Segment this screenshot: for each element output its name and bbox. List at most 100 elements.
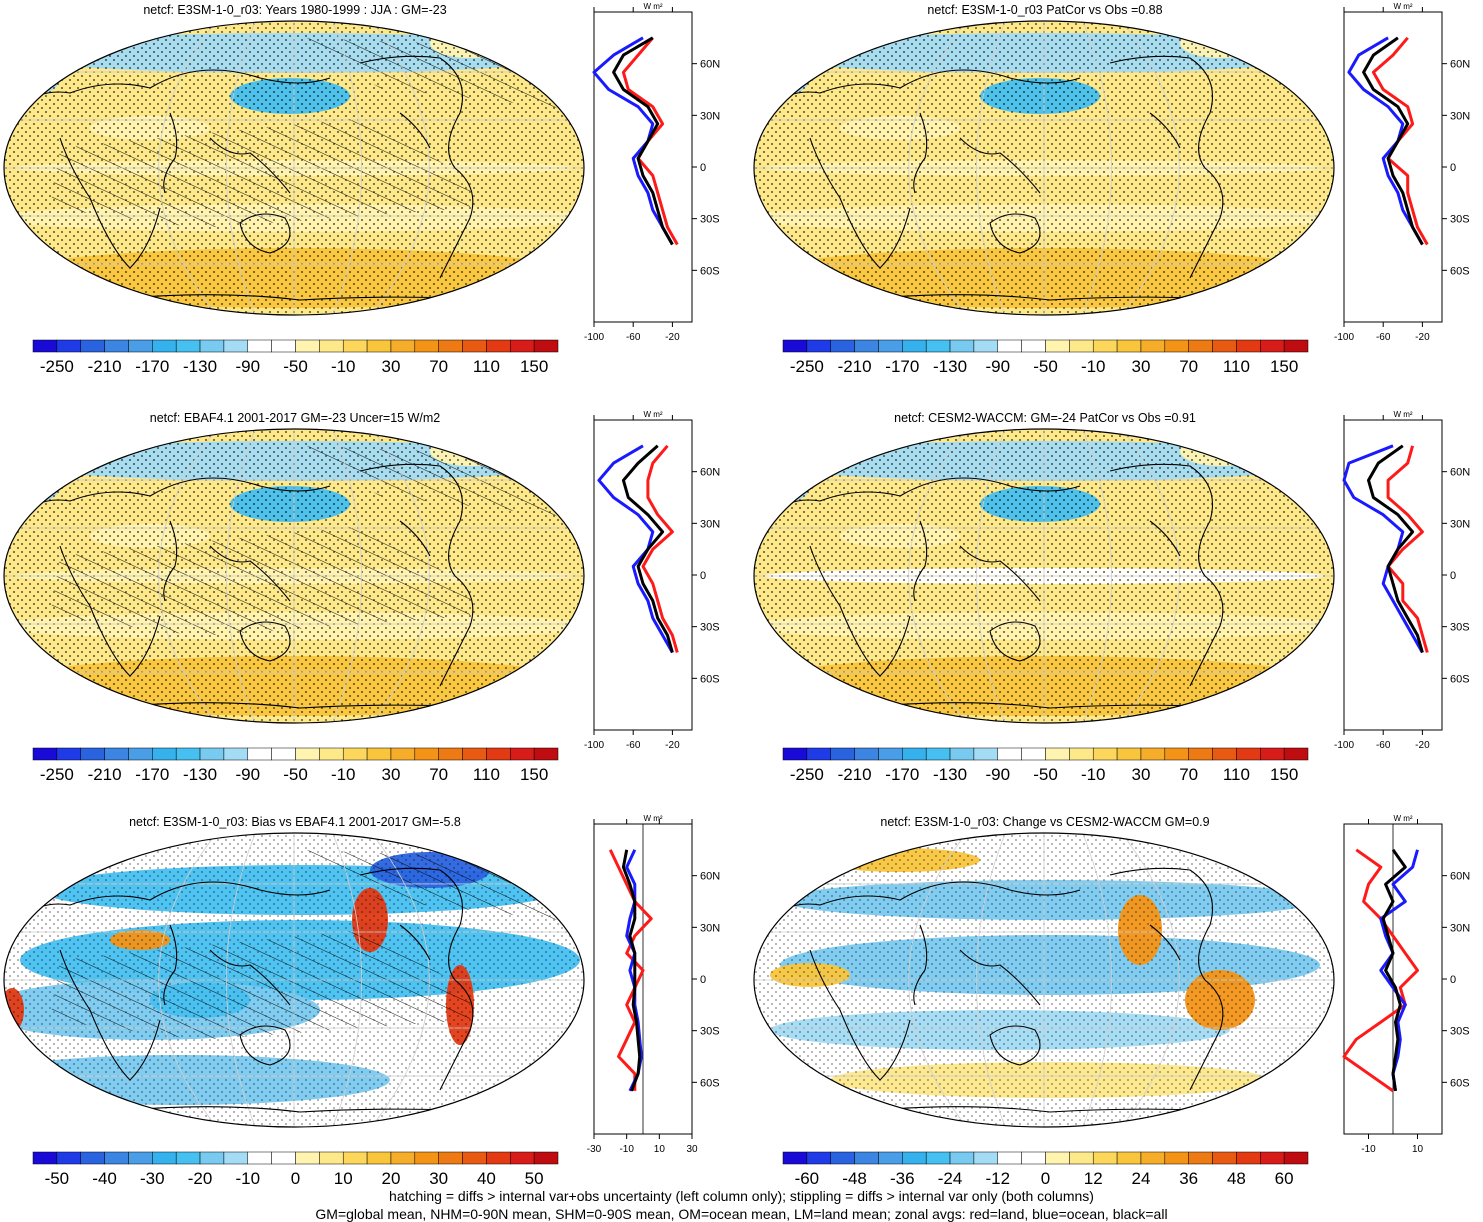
colorbar-tick-label: -60: [795, 1169, 820, 1188]
colorbar-swatch: [414, 339, 439, 353]
colorbar-tick-label: 10: [334, 1169, 353, 1188]
lat-tick-label: 30N: [1450, 922, 1470, 934]
zonal-unit-label: W m²: [643, 410, 662, 419]
panel-p1: netcf: E3SM-1-0_r03: Years 1980-1999 : J…: [0, 0, 740, 405]
colorbar-swatch: [1116, 339, 1142, 353]
coastline: [59, 949, 161, 1081]
zonal-series-ocean: [1347, 36, 1424, 246]
lat-tick-label: 0: [1450, 570, 1456, 582]
colorbar-tick-label: -10: [235, 1169, 260, 1188]
zonal-x-tick-label: -100: [1334, 332, 1354, 343]
zonal-x-tick-label: 30: [686, 1144, 698, 1155]
colorbar-swatch: [56, 1151, 81, 1165]
coastline: [1189, 979, 1224, 1091]
colorbar-tick-label: 150: [1270, 357, 1298, 376]
coastline: [1109, 867, 1214, 981]
colorbar-swatch: [462, 339, 487, 353]
hatching-overlay: [50, 930, 470, 1040]
colorbar-swatch: [104, 747, 129, 761]
colorbar-tick-label: 30: [381, 765, 400, 784]
colorbar-swatch: [1236, 339, 1261, 353]
colorbar-swatch: [997, 339, 1022, 353]
zonal-unit-label: W m²: [1393, 814, 1412, 823]
colorbar-swatch: [949, 1151, 975, 1165]
colorbar-swatch: [414, 747, 439, 761]
colorbar-tick-label: -10: [1081, 357, 1106, 376]
zonal-series-ocean: [592, 36, 674, 246]
colorbar-swatch: [342, 747, 368, 761]
zonal-plot-frame: [1343, 419, 1443, 731]
colorbar-swatch: [1140, 1151, 1166, 1165]
panel-title: netcf: E3SM-1-0_r03: Years 1980-1999 : J…: [143, 3, 447, 17]
coastline: [209, 949, 291, 1006]
colorbar-tick-label: 30: [1131, 765, 1150, 784]
colorbar-tick-label: 60: [1275, 1169, 1294, 1188]
lat-tick-label: 60S: [1450, 265, 1470, 277]
colorbar-swatch: [1260, 339, 1285, 353]
map-plot: [753, 428, 1335, 724]
zonal-x-tick-label: -100: [1334, 740, 1354, 751]
map-plot: [753, 20, 1335, 316]
colorbar-tick-label: 36: [1179, 1169, 1198, 1188]
colorbar-tick-label: -210: [838, 765, 872, 784]
coastline: [1149, 520, 1181, 557]
colorbar-tick-label: -250: [790, 357, 824, 376]
coastline: [809, 545, 911, 677]
colorbar-swatch: [806, 747, 831, 761]
colorbar-swatch: [1092, 747, 1118, 761]
colorbar-tick-label: 48: [1227, 1169, 1246, 1188]
colorbar-swatch: [390, 747, 416, 761]
colorbar-swatch: [510, 747, 535, 761]
colorbar-swatch: [223, 1151, 249, 1165]
zonal-x-tick-label: -20: [665, 740, 680, 751]
colorbar-swatch: [1140, 339, 1166, 353]
colorbar-swatch: [1260, 1151, 1285, 1165]
zonal-x-tick-label: -30: [587, 1144, 602, 1155]
colorbar-tick-label: 110: [473, 357, 500, 376]
colorbar-swatch: [533, 339, 559, 353]
colorbar-tick-label: -20: [188, 1169, 213, 1188]
lat-tick-label: 0: [1450, 974, 1456, 986]
colorbar-swatch: [1283, 1151, 1309, 1165]
colorbar-tick-label: -50: [283, 765, 308, 784]
lat-tick-label: 0: [700, 570, 706, 582]
colorbar-tick-label: -170: [885, 765, 919, 784]
colorbar-swatch: [1140, 747, 1166, 761]
colorbar-swatch: [295, 1151, 320, 1165]
colorbar-tick-label: -250: [40, 357, 74, 376]
colorbar-swatch: [878, 339, 903, 353]
zonal-unit-label: W m²: [1393, 2, 1412, 11]
colorbar-tick-label: -10: [1081, 765, 1106, 784]
colorbar-tick-label: -10: [331, 765, 356, 784]
colorbar-swatch: [533, 747, 559, 761]
graticule: [4, 21, 584, 315]
coastline: [59, 545, 161, 677]
colorbar-tick-label: -36: [890, 1169, 915, 1188]
colorbar-swatch: [366, 747, 392, 761]
colorbar: -50 -40 -30 -20 -10 0 10 20 30 40 50: [32, 1151, 559, 1188]
coastline: [399, 520, 431, 557]
colorbar-swatch: [806, 1151, 831, 1165]
zonal-mean-plot: W m² 60N 30N 0 30S 60S -30 -10 10 30: [587, 814, 720, 1155]
map-border: [753, 428, 1335, 724]
coastline: [359, 867, 464, 981]
colorbar-swatch: [1092, 1151, 1118, 1165]
colorbar-swatch: [32, 747, 58, 761]
colorbar-swatch: [319, 339, 344, 353]
colorbar-swatch: [56, 339, 81, 353]
colorbar-swatch: [1069, 747, 1094, 761]
colorbar-swatch: [997, 1151, 1022, 1165]
colorbar-swatch: [1116, 1151, 1142, 1165]
coastline: [959, 137, 1041, 194]
colorbar-swatch: [223, 747, 249, 761]
panel-title: netcf: E3SM-1-0_r03: Change vs CESM2-WAC…: [880, 815, 1210, 829]
zonal-series-land: [641, 444, 679, 653]
colorbar-swatch: [973, 747, 999, 761]
colorbar-swatch: [1021, 1151, 1046, 1165]
colorbar-swatch: [80, 1151, 105, 1165]
lat-tick-label: 60N: [700, 59, 720, 71]
lat-tick-label: 30S: [1450, 622, 1470, 634]
colorbar-tick-label: -250: [790, 765, 824, 784]
colorbar-swatch: [1164, 339, 1189, 353]
colorbar-tick-label: 150: [520, 357, 548, 376]
